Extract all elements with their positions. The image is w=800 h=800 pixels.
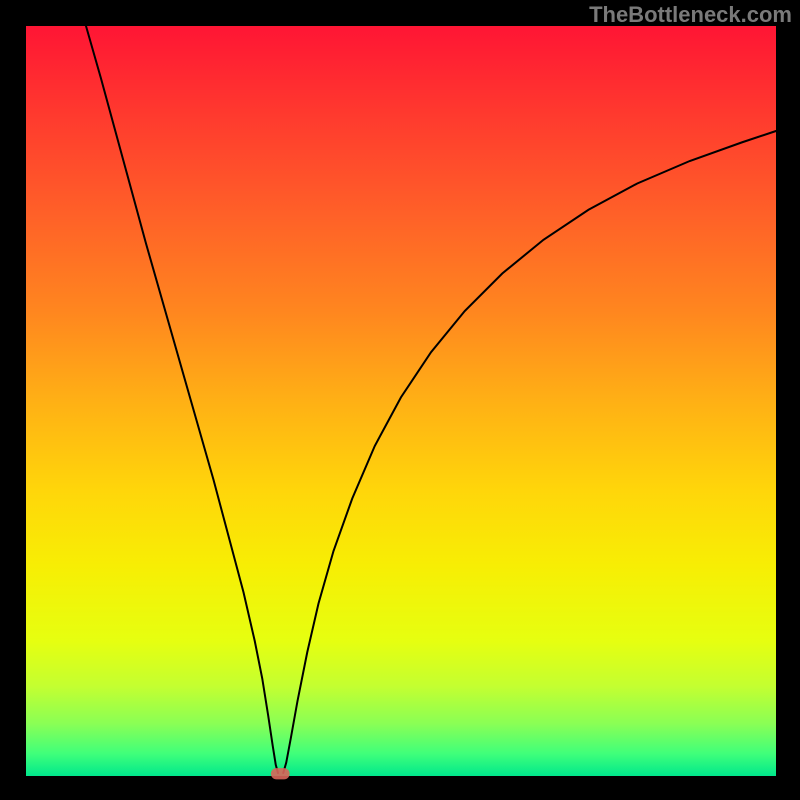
bottleneck-chart: TheBottleneck.com bbox=[0, 0, 800, 800]
watermark-text: TheBottleneck.com bbox=[589, 2, 792, 28]
chart-svg bbox=[0, 0, 800, 800]
plot-background bbox=[26, 26, 776, 776]
optimal-marker bbox=[271, 768, 290, 779]
